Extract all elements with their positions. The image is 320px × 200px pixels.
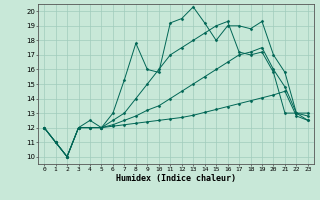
X-axis label: Humidex (Indice chaleur): Humidex (Indice chaleur) xyxy=(116,174,236,183)
